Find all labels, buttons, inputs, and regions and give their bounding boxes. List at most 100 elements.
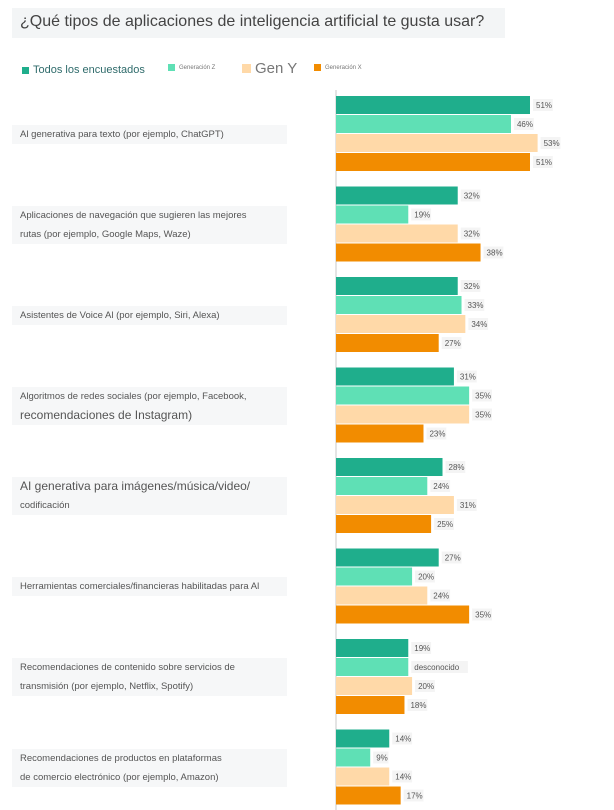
category-label: Al generativa para texto (por ejemplo, C… (12, 124, 287, 144)
data-label-background (540, 137, 561, 149)
data-label: 28% (449, 463, 465, 472)
bar (336, 386, 470, 405)
legend-label: Gen Y (255, 60, 298, 77)
bar (336, 224, 458, 243)
data-label-background (483, 246, 504, 259)
bar (336, 767, 390, 786)
data-label: 18% (410, 701, 426, 710)
data-label: 25% (437, 520, 453, 529)
legend-item-0: Todos los encuestados (22, 64, 145, 76)
data-label-background (456, 499, 477, 511)
data-label: 32% (464, 282, 480, 291)
bar (336, 477, 428, 495)
data-label: 27% (445, 554, 461, 563)
data-label: 33% (468, 301, 484, 310)
data-label: 14% (395, 735, 411, 744)
category-label: rutas (por ejemplo, Google Maps, Waze) (12, 224, 287, 244)
data-label-background (411, 642, 432, 654)
bar (336, 786, 401, 805)
data-label: 24% (433, 482, 449, 491)
bar (336, 96, 530, 114)
bar (336, 315, 466, 333)
category-label: Recomendaciones de productos en platafor… (12, 748, 287, 768)
data-label: 20% (418, 573, 434, 582)
data-label-background (434, 518, 454, 530)
bar (336, 748, 371, 767)
category-label: Asistentes de Voice Al (por ejemplo, Sir… (12, 305, 287, 325)
data-label: 24% (433, 592, 449, 601)
bar (336, 367, 454, 386)
bar (336, 548, 439, 567)
data-label: 20% (418, 682, 434, 691)
bar (336, 277, 458, 295)
data-label: 51% (536, 158, 552, 167)
data-label-background (456, 370, 477, 383)
data-label-background (430, 589, 451, 602)
bar (336, 243, 481, 262)
bar (336, 677, 413, 695)
data-label-background (460, 227, 481, 240)
bar (336, 405, 470, 424)
category-label: Algoritmos de redes sociales (por ejempl… (12, 386, 287, 406)
bar (336, 134, 538, 152)
legend-label: Todos los encuestados (33, 64, 145, 76)
category-label: de comercio electrónico (por ejemplo, Am… (12, 767, 287, 787)
bar (336, 115, 511, 133)
data-label-background (468, 318, 489, 330)
data-label-background (513, 118, 534, 130)
data-label-background (533, 99, 553, 111)
bar (336, 424, 424, 443)
data-label-background (415, 680, 435, 692)
data-label: 9% (376, 754, 388, 763)
bar (336, 153, 530, 171)
data-label: 35% (475, 611, 491, 620)
data-label-background (411, 208, 432, 221)
data-label-background (403, 789, 424, 802)
legend-label: Generación X (325, 64, 362, 71)
legend-swatch (168, 64, 175, 71)
bar (336, 205, 409, 224)
bar (336, 334, 439, 352)
data-label-background (373, 751, 389, 764)
bar (336, 458, 443, 476)
data-label-background (392, 770, 413, 783)
data-label-background (460, 280, 481, 292)
category-label: Herramientas comerciales/financieras hab… (12, 577, 287, 596)
category-label: AI generativa para imágenes/música/video… (12, 477, 287, 496)
data-label: 23% (429, 430, 445, 439)
bar (336, 658, 409, 676)
data-label-background (445, 461, 466, 473)
bar (336, 515, 432, 533)
bar (336, 639, 409, 657)
data-label: 35% (475, 411, 491, 420)
data-label: 32% (464, 230, 480, 239)
category-label: codificación (12, 496, 287, 515)
data-label: 51% (536, 101, 552, 110)
data-label-background (411, 661, 468, 673)
data-label-background (472, 608, 492, 621)
data-label-background (533, 156, 553, 168)
bar (336, 605, 470, 624)
data-label-background (464, 299, 485, 311)
data-label-background (392, 732, 413, 745)
data-label-background (415, 570, 435, 583)
legend-swatch (22, 66, 29, 74)
legend-item-2: Gen Y (242, 60, 297, 77)
legend-item-3: Generación X (314, 64, 362, 71)
bar (336, 696, 405, 714)
chart-title: ¿Qué tipos de aplicaciones de inteligenc… (12, 8, 505, 38)
bar (336, 586, 428, 605)
data-label: 19% (414, 644, 430, 653)
legend-swatch (314, 64, 321, 71)
data-label: 35% (475, 392, 491, 401)
data-label: 14% (395, 773, 411, 782)
data-label: 32% (464, 192, 480, 201)
data-label: 38% (487, 249, 503, 258)
data-label-background (441, 551, 462, 564)
data-label: 46% (517, 120, 533, 129)
category-label: Aplicaciones de navegación que sugieren … (12, 205, 287, 225)
bar (336, 729, 390, 748)
data-label-background (441, 337, 462, 349)
data-label-background (472, 389, 492, 402)
